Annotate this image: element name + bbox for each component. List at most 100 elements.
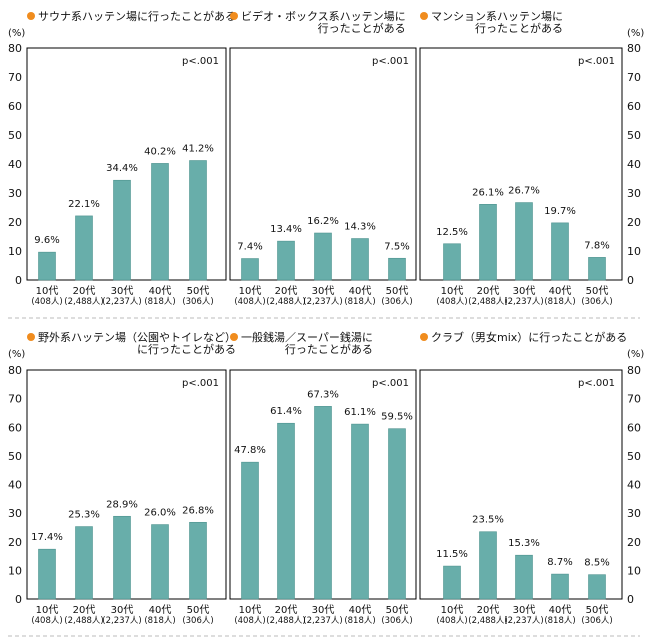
bar-value-label: 34.4%: [106, 163, 138, 174]
bar-30代: [314, 232, 332, 281]
bar-value-label: 15.3%: [508, 538, 540, 549]
bar-40代: [551, 222, 569, 281]
bar-value-label: 13.4%: [270, 224, 302, 235]
y-tick-label-right: 10: [627, 245, 641, 258]
x-category-label: 50代: [187, 285, 210, 297]
bar-value-label: 41.2%: [182, 144, 214, 155]
x-category-label: 50代: [386, 604, 409, 616]
bar-value-label: 9.6%: [34, 235, 59, 246]
bullet-icon: [230, 12, 238, 20]
x-category-note: (408人): [234, 297, 265, 307]
x-category-note: (818人): [544, 297, 575, 307]
bar-20代: [75, 526, 93, 600]
chart-title: ビデオ・ボックス系ハッテン場に: [241, 9, 406, 23]
y-tick-label-right: 50: [627, 129, 641, 142]
x-category-note: (2,488人): [266, 616, 305, 626]
y-tick-label-right: 20: [627, 536, 641, 549]
x-category-label: 10代: [36, 604, 59, 616]
bullet-icon: [27, 333, 35, 341]
y-axis-unit-right: (%): [627, 28, 644, 39]
bar-10代: [38, 251, 56, 281]
x-category-note: (306人): [581, 297, 612, 307]
x-category-label: 30代: [312, 604, 335, 616]
y-tick-label-left: 50: [8, 450, 22, 463]
chart-title: サウナ系ハッテン場に行ったことがある: [38, 9, 236, 23]
chart-title-line2: に行ったことがある: [137, 342, 236, 356]
y-tick-label-right: 30: [627, 187, 641, 200]
y-tick-label-right: 40: [627, 158, 641, 171]
bar-30代: [113, 515, 131, 600]
y-tick-label-right: 0: [627, 274, 634, 287]
y-tick-label-left: 70: [8, 71, 22, 84]
bar-value-label: 47.8%: [234, 445, 266, 456]
x-category-note: (408人): [234, 616, 265, 626]
p-value-label: p<.001: [372, 378, 409, 389]
y-axis-unit-left: (%): [8, 349, 25, 360]
x-category-note: (306人): [581, 616, 612, 626]
y-tick-label-left: 0: [15, 274, 22, 287]
y-tick-label-right: 80: [627, 42, 641, 55]
y-tick-label-left: 0: [15, 593, 22, 606]
x-category-label: 40代: [149, 285, 172, 297]
y-tick-label-left: 30: [8, 507, 22, 520]
bar-value-label: 26.1%: [472, 187, 504, 198]
bar-10代: [443, 243, 461, 281]
x-category-note: (2,488人): [64, 297, 103, 307]
bar-value-label: 22.1%: [68, 199, 100, 210]
bar-20代: [479, 531, 497, 600]
chart-title: 野外系ハッテン場（公園やトイレなど）: [38, 331, 236, 344]
y-tick-label-right: 0: [627, 593, 634, 606]
x-category-note: (408人): [436, 616, 467, 626]
bullet-icon: [420, 12, 428, 20]
x-category-label: 50代: [586, 285, 609, 297]
x-category-note: (2,488人): [64, 616, 103, 626]
chart-title: 一般銭湯／スーパー銭湯に: [241, 331, 373, 344]
y-tick-label-right: 60: [627, 100, 641, 113]
y-axis-unit-left: (%): [8, 28, 25, 39]
bar-20代: [479, 204, 497, 281]
y-tick-label-right: 80: [627, 364, 641, 377]
x-category-label: 20代: [477, 604, 500, 616]
bar-50代: [388, 428, 406, 600]
bar-50代: [588, 574, 606, 600]
bar-value-label: 8.7%: [547, 557, 572, 568]
y-tick-label-left: 40: [8, 158, 22, 171]
x-category-label: 40代: [349, 604, 372, 616]
x-category-label: 50代: [586, 604, 609, 616]
x-category-label: 20代: [477, 285, 500, 297]
p-value-label: p<.001: [578, 56, 615, 67]
bar-40代: [351, 238, 369, 281]
bar-value-label: 7.4%: [237, 242, 262, 253]
chart-title-line2: 行ったことがある: [475, 21, 563, 35]
chart-title: マンション系ハッテン場に: [431, 10, 563, 23]
x-category-note: (818人): [144, 616, 175, 626]
bar-value-label: 25.3%: [68, 510, 100, 521]
y-tick-label-right: 50: [627, 450, 641, 463]
x-category-note: (306人): [182, 616, 213, 626]
y-tick-label-left: 70: [8, 393, 22, 406]
x-category-label: 40代: [349, 285, 372, 297]
bar-40代: [351, 423, 369, 600]
x-category-label: 40代: [549, 285, 572, 297]
y-axis-unit-right: (%): [627, 349, 644, 360]
x-category-label: 10代: [239, 285, 262, 297]
y-tick-label-right: 10: [627, 564, 641, 577]
bar-20代: [277, 422, 295, 600]
x-category-label: 30代: [111, 285, 134, 297]
bar-50代: [388, 257, 406, 281]
x-category-note: (2,237人): [303, 616, 342, 626]
x-category-label: 10代: [441, 604, 464, 616]
bar-value-label: 28.9%: [106, 499, 138, 510]
x-category-label: 20代: [275, 285, 298, 297]
bar-20代: [277, 240, 295, 281]
p-value-label: p<.001: [182, 378, 219, 389]
x-category-note: (408人): [436, 297, 467, 307]
y-tick-label-left: 80: [8, 364, 22, 377]
bar-50代: [189, 160, 207, 281]
x-category-note: (818人): [344, 297, 375, 307]
y-tick-label-right: 40: [627, 479, 641, 492]
bar-40代: [151, 524, 169, 600]
y-tick-label-left: 80: [8, 42, 22, 55]
x-category-label: 30代: [513, 604, 536, 616]
y-tick-label-left: 20: [8, 216, 22, 229]
